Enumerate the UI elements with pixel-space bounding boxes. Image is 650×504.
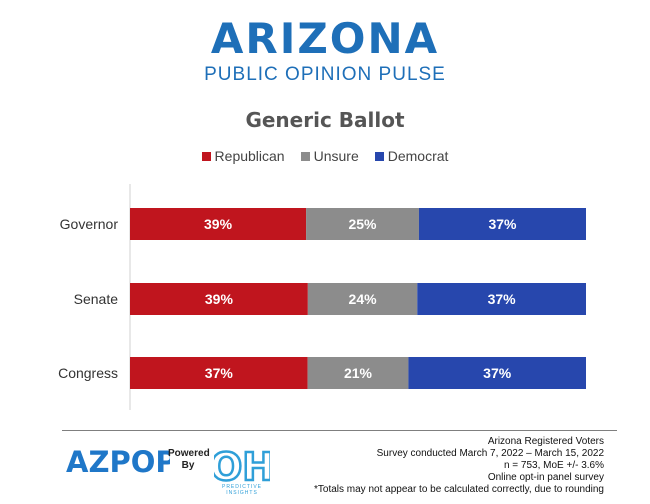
note-line-1: Arizona Registered Voters [487, 436, 604, 447]
bar-congress-unsure [307, 357, 409, 389]
bar-senate-republican [130, 283, 308, 315]
brand-title: ARIZONA [210, 14, 440, 63]
bar-congress-democrat [408, 357, 586, 389]
legend-label-republican: Republican [214, 148, 285, 164]
note-line-5: *Totals may not appear to be calculated … [314, 484, 604, 495]
note-line-2: Survey conducted March 7, 2022 – March 1… [376, 448, 604, 459]
bar-senate-unsure [307, 283, 418, 315]
legend-label-unsure: Unsure [313, 148, 359, 164]
stacked-bar-chart: Governor 39% 25% 37% Senate 39% 24% 37% Congress… [58, 184, 586, 410]
legend-item-republican: Republican [201, 148, 285, 164]
bar-congress-republican [130, 357, 308, 389]
bar-governor-democrat [418, 208, 586, 240]
data-label-governor-democrat: 37% [488, 216, 517, 232]
data-label-congress-unsure: 21% [344, 365, 373, 381]
data-label-senate-republican: 39% [205, 291, 234, 307]
data-label-senate-unsure: 24% [349, 291, 378, 307]
oh-logo-text: OH [214, 445, 270, 489]
legend-swatch-unsure [300, 151, 310, 161]
legend-swatch-republican [201, 151, 211, 161]
category-label-senate: Senate [74, 291, 119, 307]
data-label-governor-republican: 39% [204, 216, 233, 232]
footer-divider [62, 430, 617, 431]
bar-governor-unsure [306, 208, 419, 240]
note-line-3: n = 753, MoE +/- 3.6% [503, 460, 604, 471]
legend-label-democrat: Democrat [387, 148, 449, 164]
chart-title: Generic Ballot [245, 108, 405, 132]
bar-governor-republican [130, 208, 307, 240]
data-label-congress-democrat: 37% [483, 365, 512, 381]
oh-logo-caption: PREDICTIVE INSIGHTS [221, 484, 262, 496]
legend-item-unsure: Unsure [300, 148, 359, 164]
azpop-logo-text: AZPOP [66, 446, 170, 476]
brand-subtitle: PUBLIC OPINION PULSE [204, 64, 446, 85]
powered-line-2: By [181, 460, 195, 471]
powered-by-text: Powered By [168, 448, 210, 472]
legend-item-democrat: Democrat [374, 148, 449, 164]
note-line-4: Online opt-in panel survey [487, 472, 604, 483]
bar-senate-democrat [417, 283, 586, 315]
brand-header: ARIZONA PUBLIC OPINION PULSE [0, 16, 650, 86]
azpop-logo: AZPOP [66, 446, 170, 476]
survey-notes: Arizona Registered Voters Survey conduct… [314, 436, 604, 496]
data-label-congress-republican: 37% [205, 365, 234, 381]
category-label-congress: Congress [58, 365, 118, 381]
data-label-senate-democrat: 37% [488, 291, 517, 307]
chart-legend: Republican Unsure Democrat [0, 148, 650, 164]
oh-predictive-insights-logo: OH [214, 444, 270, 491]
data-label-governor-unsure: 25% [348, 216, 377, 232]
category-label-governor: Governor [60, 216, 119, 232]
powered-line-1: Powered [168, 448, 210, 459]
legend-swatch-democrat [374, 151, 384, 161]
